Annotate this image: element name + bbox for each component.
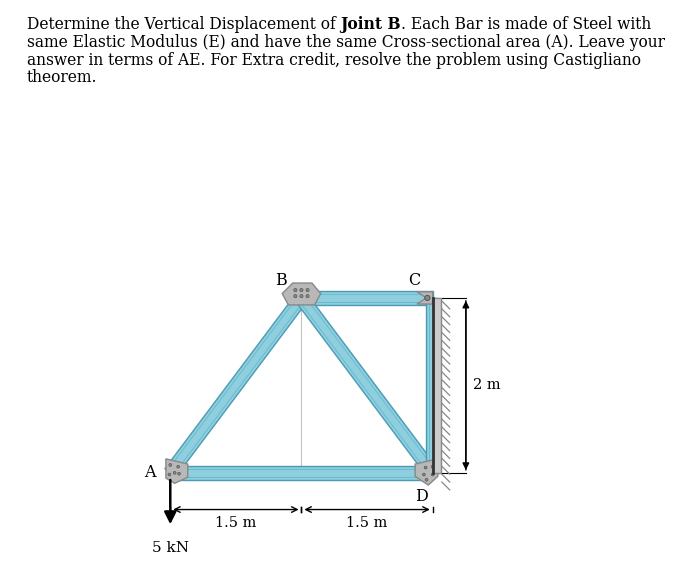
Polygon shape [166,459,188,483]
Circle shape [169,463,172,466]
Circle shape [300,295,303,298]
Text: A: A [144,465,155,482]
Polygon shape [296,294,438,477]
Text: theorem.: theorem. [27,69,97,86]
Text: same Elastic Modulus (E) and have the same Cross-sectional area (A). Leave your: same Elastic Modulus (E) and have the sa… [27,34,664,51]
Circle shape [306,289,309,292]
Circle shape [174,472,176,474]
Text: D: D [416,487,428,505]
Circle shape [423,473,426,476]
Circle shape [306,295,309,298]
Polygon shape [302,291,433,305]
Text: 5 kN: 5 kN [152,541,189,555]
Polygon shape [165,294,307,477]
Circle shape [425,479,428,481]
Polygon shape [426,298,440,473]
Bar [433,298,442,473]
Circle shape [431,465,434,468]
Text: 2 m: 2 m [473,378,500,392]
Polygon shape [282,283,321,305]
Circle shape [177,465,180,468]
Circle shape [431,473,434,476]
Circle shape [425,295,430,300]
Circle shape [178,472,181,475]
Text: answer in terms of AE. For Extra credit, resolve the problem using Castigliano: answer in terms of AE. For Extra credit,… [27,52,640,69]
Polygon shape [415,459,438,485]
Circle shape [294,289,297,292]
Text: C: C [408,272,421,289]
Polygon shape [417,292,433,304]
Text: B: B [275,272,286,289]
Circle shape [424,466,427,469]
Circle shape [300,289,303,292]
Circle shape [168,473,171,476]
Text: Determine the Vertical Displacement of: Determine the Vertical Displacement of [27,16,340,34]
Polygon shape [170,466,433,480]
Text: . Each Bar is made of Steel with: . Each Bar is made of Steel with [401,16,651,34]
Text: Joint B: Joint B [340,16,401,34]
Text: 1.5 m: 1.5 m [346,516,388,530]
Circle shape [294,295,297,298]
Text: 1.5 m: 1.5 m [215,516,257,530]
